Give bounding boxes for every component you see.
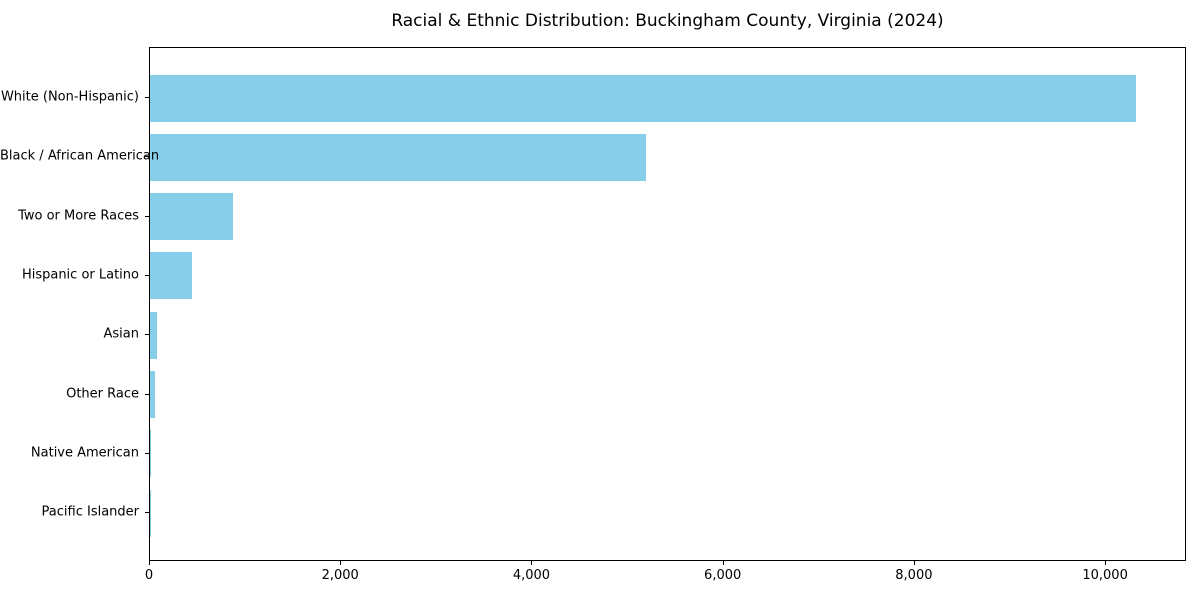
xtick-mark-0: [149, 561, 150, 565]
bar-hispanic-or-latino: [150, 252, 192, 300]
xtick-mark-6,000: [722, 561, 724, 565]
bar-black-african-american: [150, 133, 647, 181]
ytick-label-black-african-american: Black / African American: [0, 148, 160, 164]
ytick-label-asian: Asian: [103, 326, 139, 342]
ytick-mark-asian: [145, 334, 149, 336]
ytick-label-native-american: Native American: [30, 445, 139, 461]
ytick-label-white-non-hispanic: White (Non-Hispanic): [0, 89, 139, 105]
ytick-mark-pacific-islander: [145, 512, 149, 514]
xtick-mark-10,000: [1105, 561, 1107, 565]
ytick-label-two-or-more-races: Two or More Races: [18, 208, 139, 224]
bar-white-non-hispanic: [150, 74, 1136, 122]
xtick-label-10,000: 10,000: [1082, 568, 1128, 583]
ytick-mark-hispanic-or-latino: [145, 274, 149, 276]
ytick-mark-other-race: [145, 393, 149, 395]
xtick-mark-8,000: [913, 561, 915, 565]
chart-title: Racial & Ethnic Distribution: Buckingham…: [391, 11, 944, 31]
ytick-mark-black-african-american: [145, 156, 149, 158]
ytick-mark-native-american: [145, 452, 149, 454]
plot-area: [149, 47, 1186, 561]
xtick-label-0: 0: [144, 568, 154, 583]
ytick-label-other-race: Other Race: [66, 386, 139, 401]
bar-other-race: [150, 371, 155, 418]
ytick-mark-white-non-hispanic: [145, 97, 149, 98]
xtick-label-8,000: 8,000: [895, 568, 933, 583]
xtick-mark-4,000: [531, 561, 533, 565]
bar-two-or-more-races: [150, 193, 234, 241]
xtick-label-4,000: 4,000: [512, 568, 551, 583]
ytick-label-pacific-islander: Pacific Islander: [41, 504, 139, 520]
xtick-label-6,000: 6,000: [704, 568, 742, 583]
xtick-label-2,000: 2,000: [321, 568, 359, 583]
ytick-mark-two-or-more-races: [145, 215, 149, 217]
ytick-label-hispanic-or-latino: Hispanic or Latino: [21, 267, 139, 283]
xtick-mark-2,000: [340, 561, 342, 565]
bar-native-american: [150, 430, 152, 478]
bar-asian: [150, 311, 157, 359]
